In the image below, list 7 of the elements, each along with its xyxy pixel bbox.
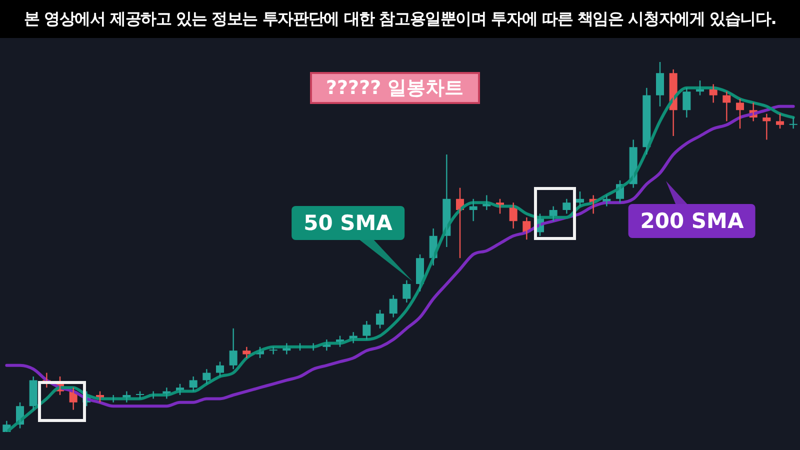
text: 50 SMA: [292, 206, 404, 240]
name-callout: 200 SMA: [628, 181, 756, 238]
series-label: 200 SMA: [628, 204, 756, 238]
name-callout: 50 SMA: [292, 206, 413, 281]
text: 본 영상에서 제공하고 있는 정보는 투자판단에 대한 참고용일뿐이며 투자에 따른 책임은 시청자에게 있습니다.: [0, 0, 800, 38]
text: ????? 일봉차트: [310, 72, 480, 104]
candlestick: [776, 113, 784, 130]
